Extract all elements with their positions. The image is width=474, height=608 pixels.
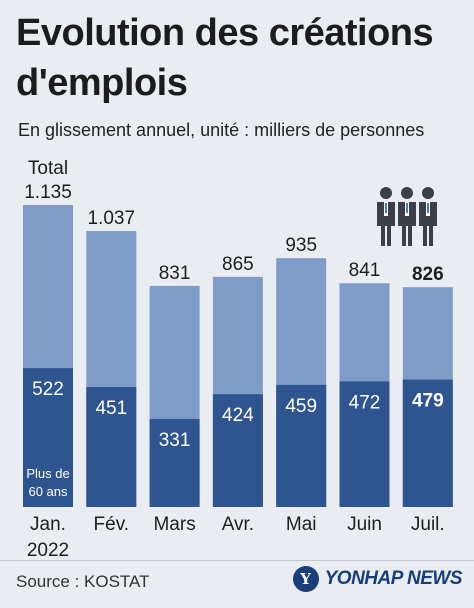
title-line-2: d'emplois <box>16 62 188 104</box>
bar-sub <box>149 418 200 507</box>
total-value-label: 935 <box>285 235 317 256</box>
category-label: Juil. <box>411 514 445 535</box>
category-label: Fév. <box>94 514 130 535</box>
sub-value-label: 331 <box>159 430 191 451</box>
yonhap-logo-mark: Y <box>292 566 319 592</box>
total-value-label: 1.135 <box>24 182 72 203</box>
total-value-label: 865 <box>222 254 254 275</box>
category-label: Avr. <box>222 514 254 535</box>
sub-value-label: 459 <box>285 396 317 417</box>
yonhap-logo-text: YONHAP NEWS <box>324 568 463 589</box>
yonhap-logo: Y YONHAP NEWS <box>292 566 463 592</box>
bar-sub <box>86 386 137 507</box>
title-line-1: Evolution des créations <box>16 12 434 54</box>
bar-sub <box>402 379 453 507</box>
sub-value-label: 479 <box>412 391 444 412</box>
sub-value-label: 472 <box>349 392 381 413</box>
category-label: Jan. <box>30 514 66 535</box>
chart-title: Evolution des créations d'emplois <box>16 8 466 108</box>
sub-value-label: 451 <box>95 398 127 419</box>
bar-chart: 1.135 522 Jan. 2022 1.037 451 Fév. 831 331 Mars 86… <box>23 158 453 560</box>
people-icon <box>377 187 437 246</box>
sub-value-label: 424 <box>222 405 254 426</box>
total-value-label: 831 <box>159 263 191 284</box>
chart-subtitle: En glissement annuel, unité : milliers d… <box>18 120 425 140</box>
category-label: Mars <box>153 514 195 535</box>
sub-series-label-line1: Plus de <box>26 466 69 481</box>
bar-sub <box>276 384 327 507</box>
bar-sub <box>339 381 390 507</box>
bar-sub <box>212 394 263 507</box>
footer-divider <box>0 560 474 561</box>
total-value-label: 841 <box>349 260 381 281</box>
bar-sub <box>23 368 73 507</box>
total-value-label: 826 <box>412 264 444 285</box>
total-value-label: 1.037 <box>88 208 136 229</box>
category-sublabel: 2022 <box>27 540 69 560</box>
sub-series-label-line2: 60 ans <box>28 484 68 499</box>
sub-value-label: 522 <box>32 379 64 400</box>
total-series-label: Total <box>28 158 68 179</box>
category-label: Juin <box>347 514 382 535</box>
source-note: Source : KOSTAT <box>16 572 150 591</box>
category-label: Mai <box>286 514 317 535</box>
